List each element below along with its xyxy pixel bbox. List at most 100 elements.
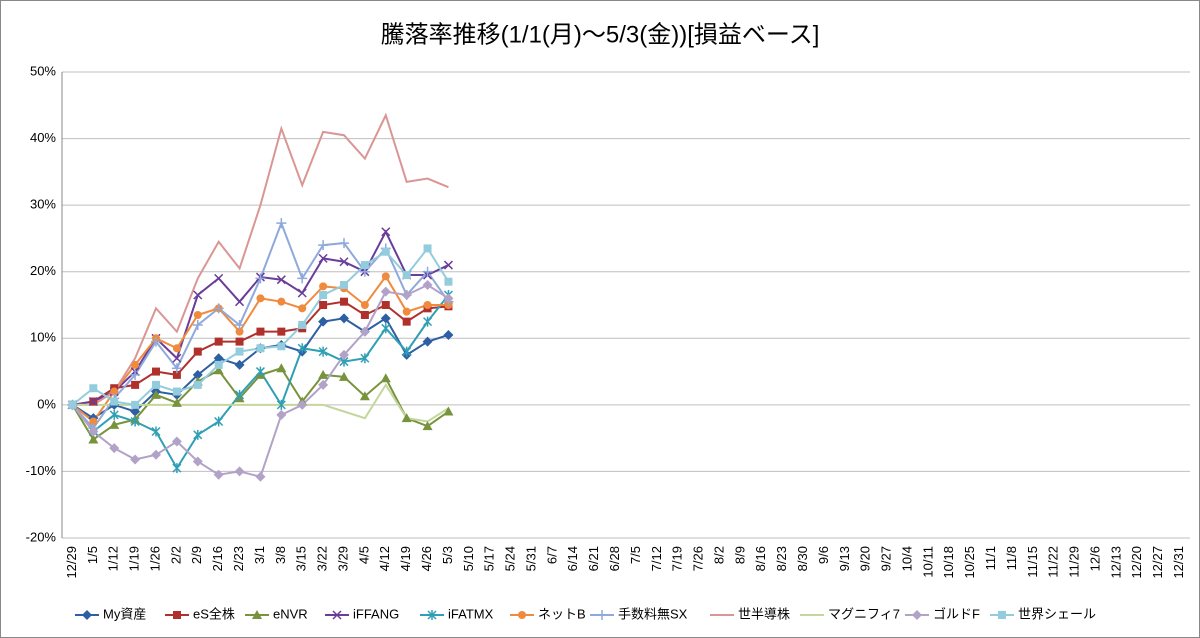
marker xyxy=(130,406,141,417)
marker xyxy=(255,471,266,482)
marker xyxy=(151,426,161,437)
marker xyxy=(423,244,432,253)
x-tick-label: 6/28 xyxy=(607,546,622,571)
marker xyxy=(172,387,181,396)
legend: My資産 eS全株 eNVR iFFANG iFATMX ネットB 手数料無SX 世半導株 マグ… xyxy=(75,606,1096,621)
marker xyxy=(234,359,245,370)
marker xyxy=(297,288,307,298)
marker xyxy=(402,346,412,357)
x-tick-label: 2/2 xyxy=(168,546,183,564)
marker xyxy=(381,301,390,309)
x-tick-label: 3/15 xyxy=(294,546,309,571)
y-tick-label: 20% xyxy=(30,263,56,278)
x-tick-label: 11/15 xyxy=(1025,546,1040,578)
marker xyxy=(381,323,391,334)
y-tick-label: -10% xyxy=(26,463,57,478)
marker xyxy=(401,290,412,301)
x-tick-label: 3/1 xyxy=(252,546,267,564)
marker xyxy=(422,421,433,431)
y-tick-label: -20% xyxy=(26,529,57,544)
marker xyxy=(318,369,329,379)
x-tick-label: 4/5 xyxy=(356,546,371,564)
marker xyxy=(193,429,203,440)
marker xyxy=(276,363,287,373)
marker xyxy=(235,347,244,356)
x-tick-label: 10/25 xyxy=(962,546,977,579)
x-tick-label: 3/29 xyxy=(335,546,350,571)
marker xyxy=(88,434,99,444)
marker xyxy=(277,327,286,336)
legend-label: 世半導株 xyxy=(738,606,790,621)
x-tick-label: 11/1 xyxy=(983,546,998,570)
x-tick-label: 11/29 xyxy=(1067,546,1082,578)
x-tick-label: 5/3 xyxy=(440,546,455,564)
marker xyxy=(360,261,369,270)
y-tick-label: 40% xyxy=(30,130,56,145)
marker xyxy=(213,469,224,480)
legend-label: iFFANG xyxy=(353,606,399,621)
marker xyxy=(297,273,308,284)
x-tick-label: 8/30 xyxy=(795,546,810,571)
marker xyxy=(172,370,181,379)
marker xyxy=(214,360,223,369)
marker xyxy=(214,416,224,427)
marker xyxy=(319,282,328,291)
x-tick-label: 9/27 xyxy=(879,546,894,571)
y-tick-label: 0% xyxy=(37,396,56,411)
marker xyxy=(151,389,161,399)
x-tick-label: 1/12 xyxy=(106,546,121,571)
y-tick-label: 50% xyxy=(30,63,56,78)
marker xyxy=(297,399,308,410)
marker xyxy=(109,409,119,420)
x-tick-label: 5/31 xyxy=(523,546,538,571)
marker xyxy=(256,294,265,303)
x-tick-label: 8/16 xyxy=(753,546,768,571)
marker xyxy=(402,271,411,280)
x-tick-label: 9/13 xyxy=(837,546,852,571)
marker xyxy=(597,610,607,620)
marker xyxy=(235,327,244,336)
marker xyxy=(89,417,98,426)
marker xyxy=(172,344,181,353)
marker xyxy=(88,396,98,407)
marker xyxy=(340,281,348,290)
marker xyxy=(318,346,328,357)
x-tick-label: 8/23 xyxy=(774,546,789,571)
marker xyxy=(82,610,92,620)
marker xyxy=(171,363,182,374)
chart-title: 騰落率推移(1/1(月)～5/3(金))[損益ベース] xyxy=(381,21,820,48)
marker xyxy=(192,369,203,380)
x-tick-label: 10/11 xyxy=(920,546,935,578)
legend-label: ネットB xyxy=(538,606,586,621)
marker xyxy=(339,349,349,360)
marker xyxy=(235,389,245,400)
marker xyxy=(359,391,370,401)
x-tick-label: 11/22 xyxy=(1046,546,1061,578)
x-tick-label: 5/24 xyxy=(503,546,518,571)
marker xyxy=(89,384,98,393)
marker xyxy=(443,329,454,340)
x-tick-label: 1/5 xyxy=(85,546,100,564)
marker xyxy=(298,320,307,329)
x-tick-label: 1/19 xyxy=(127,546,142,571)
x-tick-label: 2/9 xyxy=(189,546,204,564)
marker xyxy=(152,380,160,389)
marker xyxy=(332,610,342,620)
legend-label: 手数料無SX xyxy=(618,606,688,621)
marker xyxy=(131,360,140,369)
marker xyxy=(381,247,390,256)
marker xyxy=(276,399,286,410)
marker xyxy=(110,387,119,396)
marker xyxy=(360,310,369,319)
marker xyxy=(297,343,307,354)
marker xyxy=(339,313,349,324)
marker xyxy=(152,367,160,376)
x-tick-label: 6/21 xyxy=(586,546,601,571)
x-tick-label: 4/19 xyxy=(398,546,413,571)
x-tick-label: 9/6 xyxy=(816,546,831,564)
marker xyxy=(360,301,369,309)
marker xyxy=(443,260,453,270)
series-line xyxy=(72,112,449,406)
marker xyxy=(443,293,454,304)
marker xyxy=(130,416,140,427)
